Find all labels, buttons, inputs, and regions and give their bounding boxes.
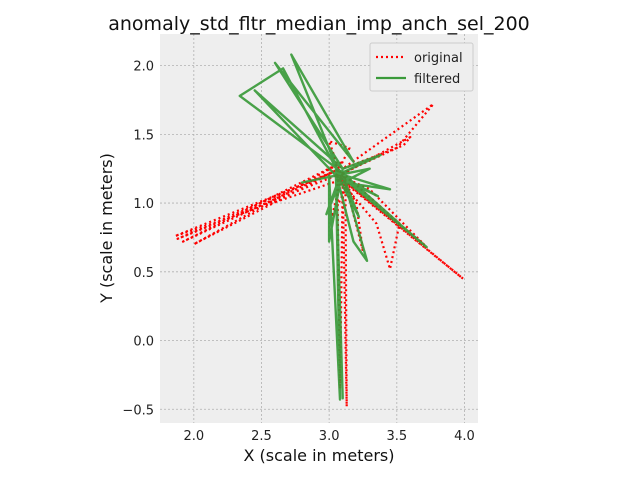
x-tick-label: 3.0 xyxy=(319,429,340,444)
y-tick-label: −0.5 xyxy=(122,403,154,418)
x-tick-label: 4.0 xyxy=(454,429,475,444)
x-tick-label: 2.5 xyxy=(251,429,272,444)
x-tick-label: 2.0 xyxy=(183,429,204,444)
plot-background xyxy=(160,34,478,423)
chart-title: anomaly_std_fltr_median_imp_anch_sel_200 xyxy=(108,13,530,35)
y-axis-label: Y (scale in meters) xyxy=(97,153,116,304)
x-tick-label: 3.5 xyxy=(386,429,407,444)
x-axis-label: X (scale in meters) xyxy=(244,446,395,465)
legend: original filtered xyxy=(369,42,474,92)
y-tick-label: 1.5 xyxy=(133,128,154,143)
grid xyxy=(160,34,478,423)
ticks: 2.0 2.5 3.0 3.5 4.0 −0.5 0.0 0.5 1.0 1.5 2.0 xyxy=(122,60,474,444)
y-tick-label: 0.5 xyxy=(133,266,154,281)
legend-filtered-label: filtered xyxy=(414,72,460,87)
y-tick-label: 2.0 xyxy=(133,60,154,75)
y-tick-label: 0.0 xyxy=(133,335,154,350)
series-layer xyxy=(173,53,465,408)
y-tick-label: 1.0 xyxy=(133,197,154,212)
legend-original-label: original xyxy=(414,51,463,66)
series-filtered-line xyxy=(238,53,428,401)
